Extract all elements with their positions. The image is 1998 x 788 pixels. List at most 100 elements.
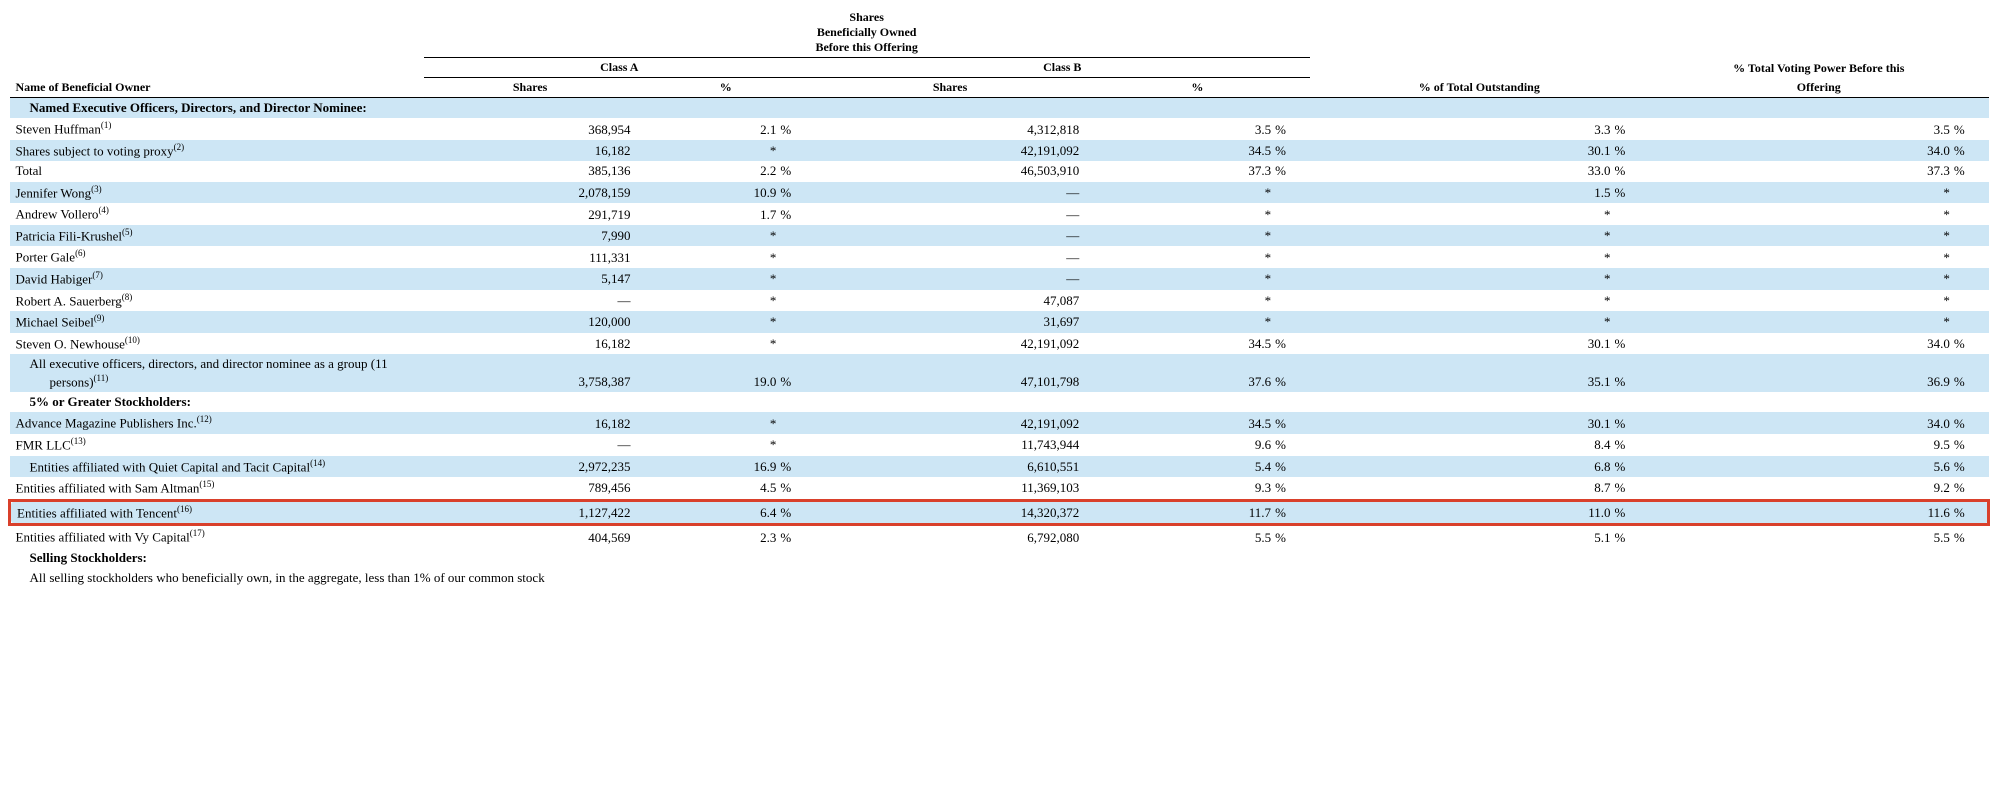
cell-tot_sym — [1615, 203, 1650, 225]
owner-name: Robert A. Sauerberg — [16, 293, 122, 308]
owner-name: Michael Seibel — [16, 314, 94, 329]
cell-tot_sym — [1615, 246, 1650, 268]
cell-b_pct: * — [1085, 246, 1275, 268]
cell-vote_sym — [1954, 290, 1989, 312]
cell-tot_sym: % — [1615, 354, 1650, 392]
hdr-classA: Class A — [600, 60, 638, 74]
cell-b_pct: 34.5 — [1085, 140, 1275, 162]
cell-a_sh: 385,136 — [424, 161, 637, 181]
cell-a_sym: % — [780, 161, 815, 181]
cell-b_sh: 42,191,092 — [815, 412, 1085, 434]
cell-b_pct: * — [1085, 182, 1275, 204]
cell-vote: * — [1649, 203, 1954, 225]
cell-a_pct: * — [637, 268, 781, 290]
cell-vote: 34.0 — [1649, 140, 1954, 162]
cell-b_pct: 11.7 — [1085, 500, 1275, 525]
owner-name-cell: Entities affiliated with Quiet Capital a… — [10, 456, 424, 478]
owner-name: Entities affiliated with Quiet Capital a… — [30, 459, 311, 474]
cell-a_sh: — — [424, 290, 637, 312]
owner-name-cell: Advance Magazine Publishers Inc.(12) — [10, 412, 424, 434]
cell-a_sh: 291,719 — [424, 203, 637, 225]
cell-b_sh: — — [815, 225, 1085, 247]
cell-a_sh: 16,182 — [424, 140, 637, 162]
cell-tot_sym: % — [1615, 333, 1650, 355]
owner-name: Total — [16, 163, 43, 178]
owner-name: Advance Magazine Publishers Inc. — [16, 416, 197, 431]
cell-a_sh: 2,972,235 — [424, 456, 637, 478]
cell-b_sym: % — [1275, 354, 1310, 392]
cell-tot: * — [1310, 246, 1615, 268]
cell-b_sh: — — [815, 246, 1085, 268]
cell-b_sh: 42,191,092 — [815, 333, 1085, 355]
cell-b_pct: 37.3 — [1085, 161, 1275, 181]
cell-b_pct: * — [1085, 268, 1275, 290]
cell-b_sh: 11,369,103 — [815, 477, 1085, 500]
table-row: Steven Huffman(1)368,9542.1%4,312,8183.5… — [10, 118, 1989, 140]
owner-name-cell: David Habiger(7) — [10, 268, 424, 290]
cell-b_sym — [1275, 290, 1310, 312]
cell-vote: 5.5 — [1649, 525, 1954, 548]
cell-tot_sym: % — [1615, 525, 1650, 548]
table-row: All executive officers, directors, and d… — [10, 354, 1989, 392]
owner-name-cell: Entities affiliated with Vy Capital(17) — [10, 525, 424, 548]
cell-vote_sym: % — [1954, 456, 1989, 478]
footnote-ref: (12) — [197, 414, 212, 424]
cell-vote_sym — [1954, 268, 1989, 290]
hdr-vote-l2: Offering — [1649, 78, 1988, 98]
cell-tot: 35.1 — [1310, 354, 1615, 392]
cell-vote_sym — [1954, 182, 1989, 204]
cell-a_sym: % — [780, 203, 815, 225]
cell-a_sym — [780, 246, 815, 268]
cell-a_pct: 4.5 — [637, 477, 781, 500]
cell-b_pct: * — [1085, 311, 1275, 333]
cell-a_sym — [780, 311, 815, 333]
owner-name: Shares subject to voting proxy — [16, 143, 174, 158]
cell-a_pct: 16.9 — [637, 456, 781, 478]
table-row: FMR LLC(13)—*11,743,9449.6%8.4%9.5% — [10, 434, 1989, 456]
hdr-vote-l1: % Total Voting Power Before this — [1649, 58, 1988, 78]
cell-b_sh: 42,191,092 — [815, 140, 1085, 162]
cell-b_pct: 5.5 — [1085, 525, 1275, 548]
table-row: Entities affiliated with Tencent(16)1,12… — [10, 500, 1989, 525]
table-row: Steven O. Newhouse(10)16,182*42,191,0923… — [10, 333, 1989, 355]
owner-name-cell: Michael Seibel(9) — [10, 311, 424, 333]
cell-vote: 11.6 — [1649, 500, 1954, 525]
cell-a_sym — [780, 268, 815, 290]
hdr-a-pct: % — [637, 78, 815, 98]
cell-vote_sym: % — [1954, 118, 1989, 140]
selling-text: All selling stockholders who beneficiall… — [10, 568, 1989, 588]
footnote-ref: (17) — [190, 528, 205, 538]
cell-b_sym: % — [1275, 500, 1310, 525]
cell-a_pct: 19.0 — [637, 354, 781, 392]
owner-name: Andrew Vollero — [16, 207, 99, 222]
owner-name-cell: Patricia Fili-Krushel(5) — [10, 225, 424, 247]
section-header: 5% or Greater Stockholders: — [10, 392, 1989, 412]
cell-a_sym — [780, 434, 815, 456]
cell-a_sym: % — [780, 118, 815, 140]
table-row: Total385,1362.2%46,503,91037.3%33.0%37.3… — [10, 161, 1989, 181]
cell-vote: * — [1649, 182, 1954, 204]
cell-b_sym — [1275, 268, 1310, 290]
cell-b_pct: 9.6 — [1085, 434, 1275, 456]
cell-a_sh: 789,456 — [424, 477, 637, 500]
cell-a_sh: 1,127,422 — [424, 500, 637, 525]
cell-b_sh: 47,101,798 — [815, 354, 1085, 392]
cell-tot: * — [1310, 311, 1615, 333]
owner-name-cell: Entities affiliated with Sam Altman(15) — [10, 477, 424, 500]
hdr-group-l1: Shares — [849, 10, 883, 24]
cell-b_sh: 11,743,944 — [815, 434, 1085, 456]
footnote-ref: (16) — [177, 504, 192, 514]
cell-tot: 30.1 — [1310, 333, 1615, 355]
owner-name: Jennifer Wong — [16, 185, 92, 200]
cell-a_sym: % — [780, 182, 815, 204]
cell-vote_sym: % — [1954, 140, 1989, 162]
cell-tot: 30.1 — [1310, 412, 1615, 434]
cell-a_sym — [780, 225, 815, 247]
owner-name-cell: Andrew Vollero(4) — [10, 203, 424, 225]
cell-b_sh: — — [815, 268, 1085, 290]
cell-tot_sym: % — [1615, 182, 1650, 204]
cell-vote_sym: % — [1954, 477, 1989, 500]
cell-a_sh: 111,331 — [424, 246, 637, 268]
owner-name: Porter Gale — [16, 250, 76, 265]
table-row: Patricia Fili-Krushel(5)7,990*—*** — [10, 225, 1989, 247]
